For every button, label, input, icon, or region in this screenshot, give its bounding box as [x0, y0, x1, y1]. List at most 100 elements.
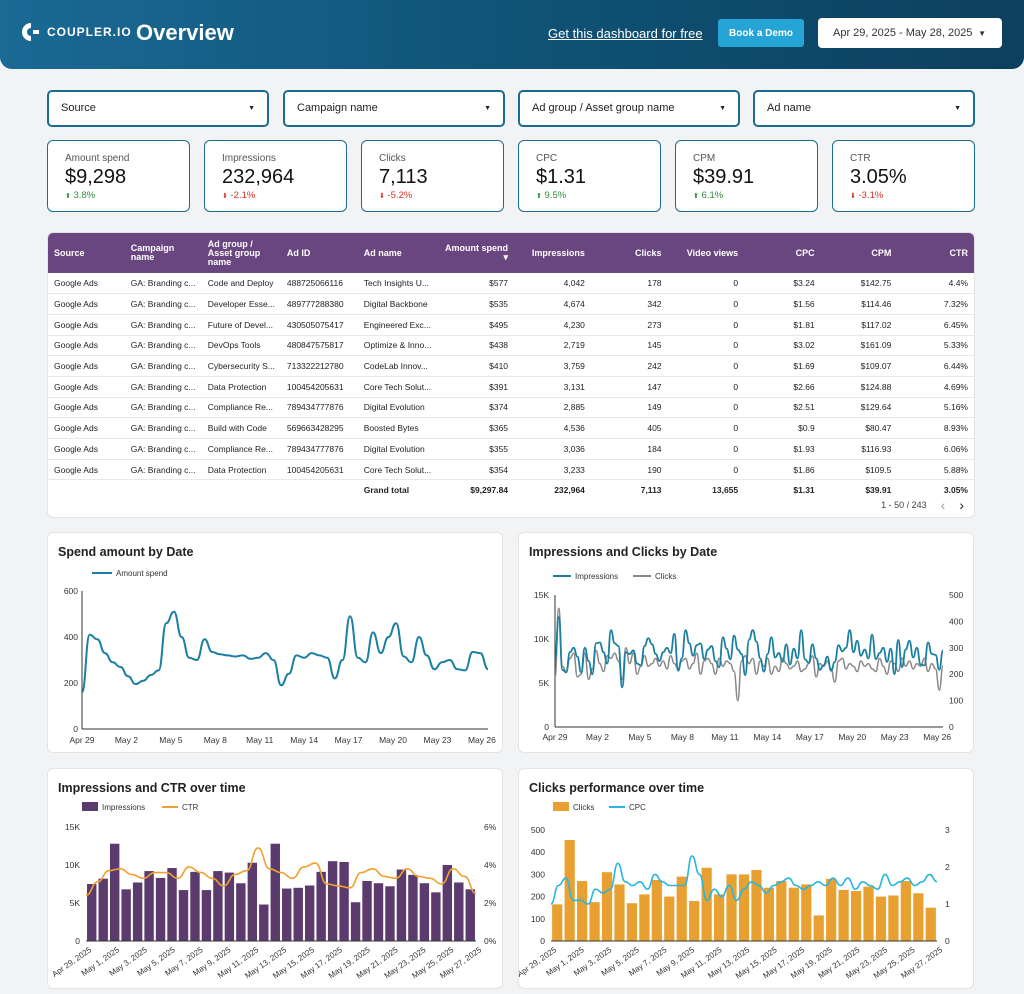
- kpi-delta-value: 9.5%: [544, 190, 567, 201]
- chevron-down-icon: ▼: [248, 105, 255, 112]
- table-cell: 0: [667, 293, 745, 315]
- y-tick-label: 500: [531, 825, 545, 835]
- table-cell: Code and Deploy: [201, 273, 281, 295]
- y2-tick-label: 2%: [484, 898, 497, 908]
- filter-campaign-name[interactable]: Campaign name ▼: [283, 90, 505, 127]
- chart-title: Clicks performance over time: [529, 781, 705, 795]
- table-cell: 3,036: [514, 438, 591, 460]
- x-tick-label: May 2: [115, 735, 138, 745]
- table-cell: $1.86: [744, 459, 821, 481]
- get-dashboard-link[interactable]: Get this dashboard for free: [548, 26, 703, 41]
- prev-page-icon[interactable]: ‹: [940, 497, 946, 513]
- y-tick-label: 5K: [70, 898, 81, 908]
- column-header[interactable]: Clicks: [590, 233, 668, 273]
- total-cell: 7,113: [640, 485, 662, 496]
- table-cell: $1.93: [744, 438, 821, 460]
- column-header[interactable]: Ad name: [357, 233, 438, 273]
- table-row[interactable]: Google Ads GA: Branding c... Cybersecurity…: [48, 355, 974, 377]
- table-cell: Digital Backbone: [357, 293, 438, 315]
- kpi-delta: ⬆ 3.8%: [65, 190, 189, 201]
- kpi-delta: ⬇ -3.1%: [850, 190, 974, 201]
- date-range-picker[interactable]: Apr 29, 2025 - May 28, 2025 ▼: [818, 18, 1002, 48]
- bar: [339, 861, 349, 941]
- table-cell: Tech Insights U...: [357, 273, 438, 295]
- table-cell: 789434777876: [280, 397, 358, 419]
- table-row[interactable]: Google Ads GA: Branding c... Compliance Re…: [48, 397, 974, 419]
- table-row[interactable]: Google Ads GA: Branding c... DevOps Tools 4…: [48, 335, 974, 357]
- brand-logo[interactable]: COUPLER.IO: [20, 21, 132, 43]
- table-cell: 5.88%: [897, 459, 974, 481]
- table-cell: 0: [667, 438, 745, 460]
- table-cell: 789434777876: [280, 438, 358, 460]
- kpi-card: Impressions 232,964 ⬇ -2.1%: [204, 140, 347, 212]
- kpi-label: CPM: [693, 153, 716, 164]
- table-cell: DevOps Tools: [201, 335, 281, 357]
- column-header[interactable]: CTR: [897, 233, 974, 273]
- x-tick-label: Apr 29: [69, 735, 94, 745]
- y-tick-label: 0: [75, 936, 80, 946]
- table-cell: Optimize & Inno...: [357, 335, 438, 357]
- column-header[interactable]: CPC: [744, 233, 821, 273]
- column-header[interactable]: Source: [48, 233, 125, 273]
- bar: [304, 885, 315, 941]
- y2-tick-label: 500: [949, 590, 963, 600]
- table-cell: Digital Evolution: [357, 438, 438, 460]
- table-row[interactable]: Google Ads GA: Branding c... Compliance Re…: [48, 438, 974, 460]
- table-cell: 405: [590, 417, 668, 439]
- bar: [213, 871, 223, 941]
- y2-tick-label: 6%: [484, 822, 497, 832]
- table-row[interactable]: Google Ads GA: Branding c... Code and Depl…: [48, 273, 974, 295]
- table-cell: $114.46: [820, 293, 898, 315]
- x-tick-label: May 5: [159, 735, 182, 745]
- y-tick-label: 200: [531, 892, 545, 902]
- table-cell: $438: [437, 335, 515, 357]
- kpi-value: 7,113: [379, 166, 428, 188]
- legend-label: Clicks: [655, 572, 676, 581]
- column-header[interactable]: Ad group / Asset group name: [201, 233, 281, 273]
- column-header[interactable]: Video views: [667, 233, 745, 273]
- bar: [454, 882, 464, 941]
- table-cell: Core Tech Solut...: [357, 459, 438, 481]
- grand-total-row: Grand total $9,297.84 232,964 7,113 13,655 $1…: [48, 480, 974, 501]
- bar: [713, 894, 725, 941]
- table-row[interactable]: Google Ads GA: Branding c... Developer Ess…: [48, 293, 974, 315]
- table-cell: 100454205631: [280, 376, 358, 398]
- bar: [875, 896, 887, 941]
- trend-down-icon: ⬇: [379, 193, 385, 200]
- table-cell: GA: Branding c...: [124, 273, 202, 295]
- kpi-delta: ⬇ -5.2%: [379, 190, 503, 201]
- filter-label: Ad name: [767, 102, 812, 114]
- column-header[interactable]: Campaign name: [124, 233, 202, 273]
- table-cell: GA: Branding c...: [124, 438, 202, 460]
- table-row[interactable]: Google Ads GA: Branding c... Future of Dev…: [48, 314, 974, 336]
- table-cell: 4,674: [514, 293, 591, 315]
- bar: [626, 903, 638, 941]
- filter-source[interactable]: Source ▼: [47, 90, 269, 127]
- legend-swatch: [82, 802, 98, 811]
- column-header[interactable]: CPM: [820, 233, 898, 273]
- x-tick-label: May 5: [628, 732, 651, 742]
- table-cell: $109.5: [820, 459, 898, 481]
- total-cell: [48, 480, 125, 501]
- filter-ad-name[interactable]: Ad name ▼: [753, 90, 975, 127]
- table-row[interactable]: Google Ads GA: Branding c... Build with Co…: [48, 417, 974, 439]
- table-cell: Data Protection: [201, 459, 281, 481]
- y-tick-label: 400: [64, 632, 78, 642]
- table-cell: Google Ads: [48, 459, 125, 481]
- book-demo-button[interactable]: Book a Demo: [718, 19, 804, 47]
- bar: [601, 872, 613, 941]
- next-page-icon[interactable]: ›: [959, 497, 964, 513]
- trend-up-icon: ⬆: [536, 193, 542, 200]
- kpi-label: CPC: [536, 153, 558, 164]
- x-tick-label: May 2: [586, 732, 609, 742]
- table-row[interactable]: Google Ads GA: Branding c... Data Protecti…: [48, 376, 974, 398]
- clicks-performance-card: Clicks performance over time Clicks CPC 0 1…: [518, 768, 974, 989]
- bar: [155, 877, 166, 941]
- column-header[interactable]: Ad ID: [280, 233, 358, 273]
- column-header[interactable]: Impressions: [514, 233, 591, 273]
- bar: [888, 895, 899, 941]
- table-row[interactable]: Google Ads GA: Branding c... Data Protecti…: [48, 459, 974, 481]
- filter-ad-group[interactable]: Ad group / Asset group name ▼: [518, 90, 740, 127]
- column-header[interactable]: Amount spend ▾: [437, 233, 515, 273]
